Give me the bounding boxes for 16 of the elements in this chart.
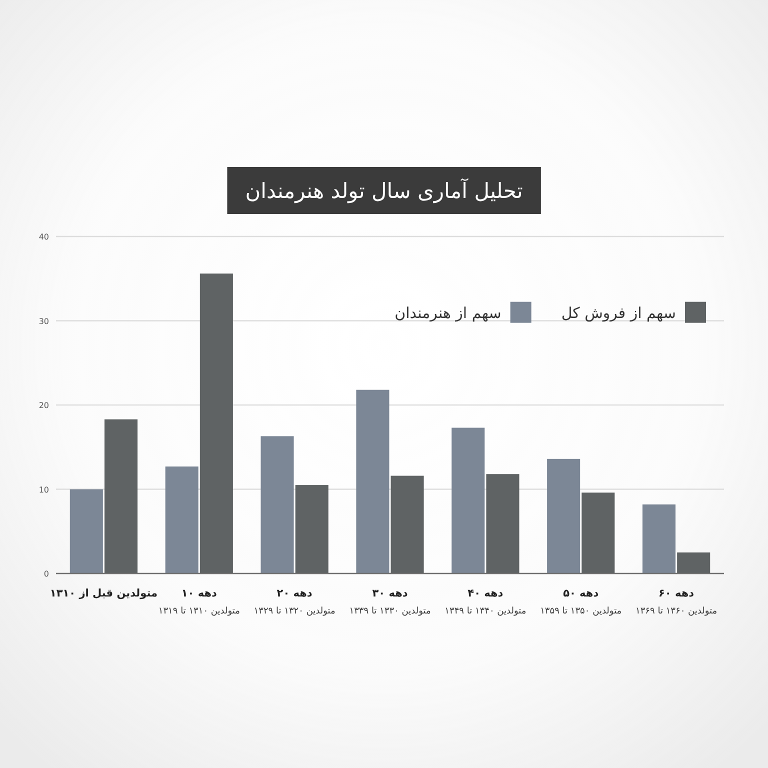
legend-label: سهم از هنرمندان [394, 304, 502, 322]
x-tick-label: دهه ۴۰ متولدین ۱۳۴۰ تا ۱۳۴۹ [444, 588, 526, 616]
y-tick-label: 20 [38, 401, 49, 410]
y-tick-label: 0 [44, 570, 49, 578]
chart-title: تحلیل آماری سال تولد هنرمندان [245, 178, 523, 204]
x-tick-label: دهه ۵۰ متولدین ۱۳۵۰ تا ۱۳۵۹ [540, 588, 622, 616]
y-tick-label: 10 [38, 485, 49, 494]
legend-label: سهم از فروش کل [561, 304, 676, 322]
title: تحلیل آماری سال تولد هنرمندان [227, 167, 541, 214]
x-tick-label: دهه ۱۰ متولدین ۱۳۱۰ تا ۱۳۱۹ [158, 588, 240, 616]
y-tick-label: 30 [38, 316, 49, 326]
x-tick-label: دهه ۶۰ متولدین ۱۳۶۰ تا ۱۳۶۹ [636, 588, 718, 616]
x-tick-label: دهه ۲۰ متولدین ۱۳۲۰ تا ۱۳۲۹ [254, 588, 336, 616]
x-tick-label: دهه ۳۰ متولدین ۱۳۳۰ تا ۱۳۳۹ [349, 588, 431, 616]
x-tick-label: متولدین قبل از ۱۳۱۰ [50, 588, 158, 600]
y-tick-label: 40 [38, 232, 49, 242]
